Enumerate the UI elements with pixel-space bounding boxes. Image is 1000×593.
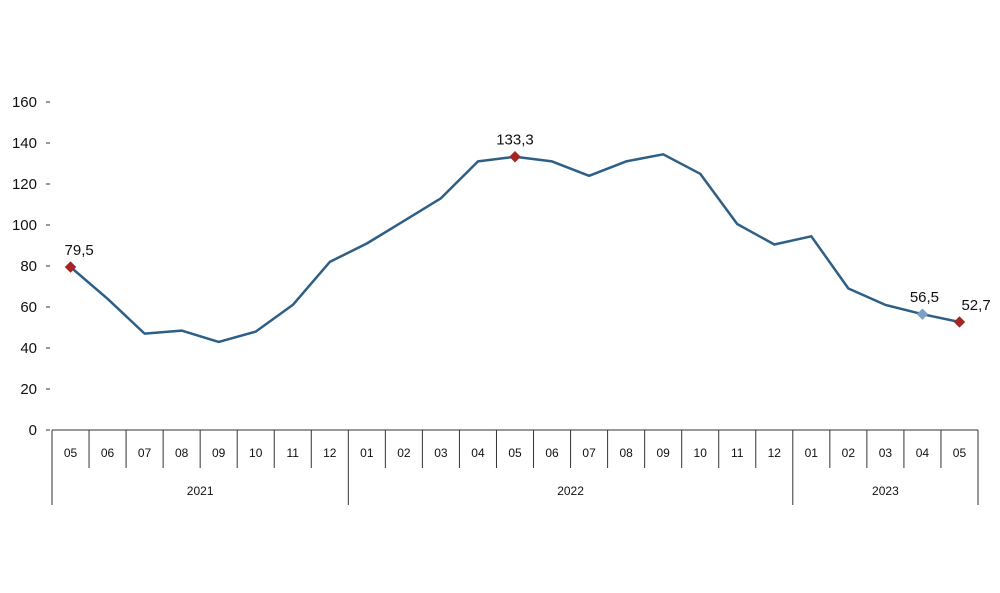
data-point-marker: [916, 308, 929, 320]
x-tick-label: 01: [805, 446, 819, 460]
x-tick-label: 04: [471, 446, 485, 460]
x-tick-label: 02: [842, 446, 856, 460]
x-tick-label: 04: [916, 446, 930, 460]
y-tick-label: 140: [12, 135, 37, 152]
data-point-marker: [953, 316, 966, 328]
x-tick-label: 10: [249, 446, 263, 460]
y-axis: 0 20 40 60 80 100 120 140 160: [12, 94, 50, 439]
x-tick-label: 03: [434, 446, 448, 460]
x-tick-label: 09: [656, 446, 670, 460]
x-tick-label: 05: [953, 446, 967, 460]
y-tick-label: 0: [29, 422, 37, 439]
x-tick-label: 01: [360, 446, 374, 460]
y-tick-label: 20: [20, 381, 37, 398]
x-tick-label: 12: [768, 446, 782, 460]
x-tick-label: 08: [175, 446, 189, 460]
year-label: 2021: [187, 484, 214, 498]
x-tick-label: 07: [582, 446, 596, 460]
x-tick-label: 06: [101, 446, 115, 460]
x-tick-label: 06: [545, 446, 559, 460]
series-line: [69, 153, 961, 344]
x-tick-label: 07: [138, 446, 152, 460]
data-label: 79,5: [65, 242, 94, 259]
data-label: 56,5: [910, 289, 939, 306]
x-tick-label: 11: [287, 446, 300, 460]
data-point-marker: [509, 151, 521, 163]
x-tick-label: 05: [64, 446, 78, 460]
data-label: 52,7: [961, 297, 990, 314]
x-axis: 05 06 07 08 09 10 11 12 01 02 03 04 05 06 07 08 09 10 11 12…: [51, 429, 979, 505]
x-tick-label: 11: [731, 446, 744, 460]
data-label: 133,3: [496, 132, 534, 149]
x-tick-label: 05: [508, 446, 522, 460]
x-tick-label: 10: [694, 446, 708, 460]
year-label: 2023: [872, 484, 899, 498]
y-tick-label: 160: [12, 94, 37, 111]
data-point-marker: [64, 261, 77, 273]
annotation-layer: 79,5 133,3 56,5 52,7: [64, 132, 991, 328]
x-tick-label: 02: [397, 446, 411, 460]
y-tick-label: 60: [20, 299, 37, 316]
y-tick-label: 40: [20, 340, 37, 357]
y-tick-label: 100: [12, 217, 37, 234]
x-tick-label: 03: [879, 446, 893, 460]
x-tick-label: 12: [323, 446, 337, 460]
x-tick-label: 08: [619, 446, 633, 460]
year-label: 2022: [557, 484, 584, 498]
x-tick-label: 09: [212, 446, 226, 460]
series-layer: [69, 153, 961, 344]
y-tick-label: 80: [20, 258, 37, 275]
y-tick-label: 120: [12, 176, 37, 193]
